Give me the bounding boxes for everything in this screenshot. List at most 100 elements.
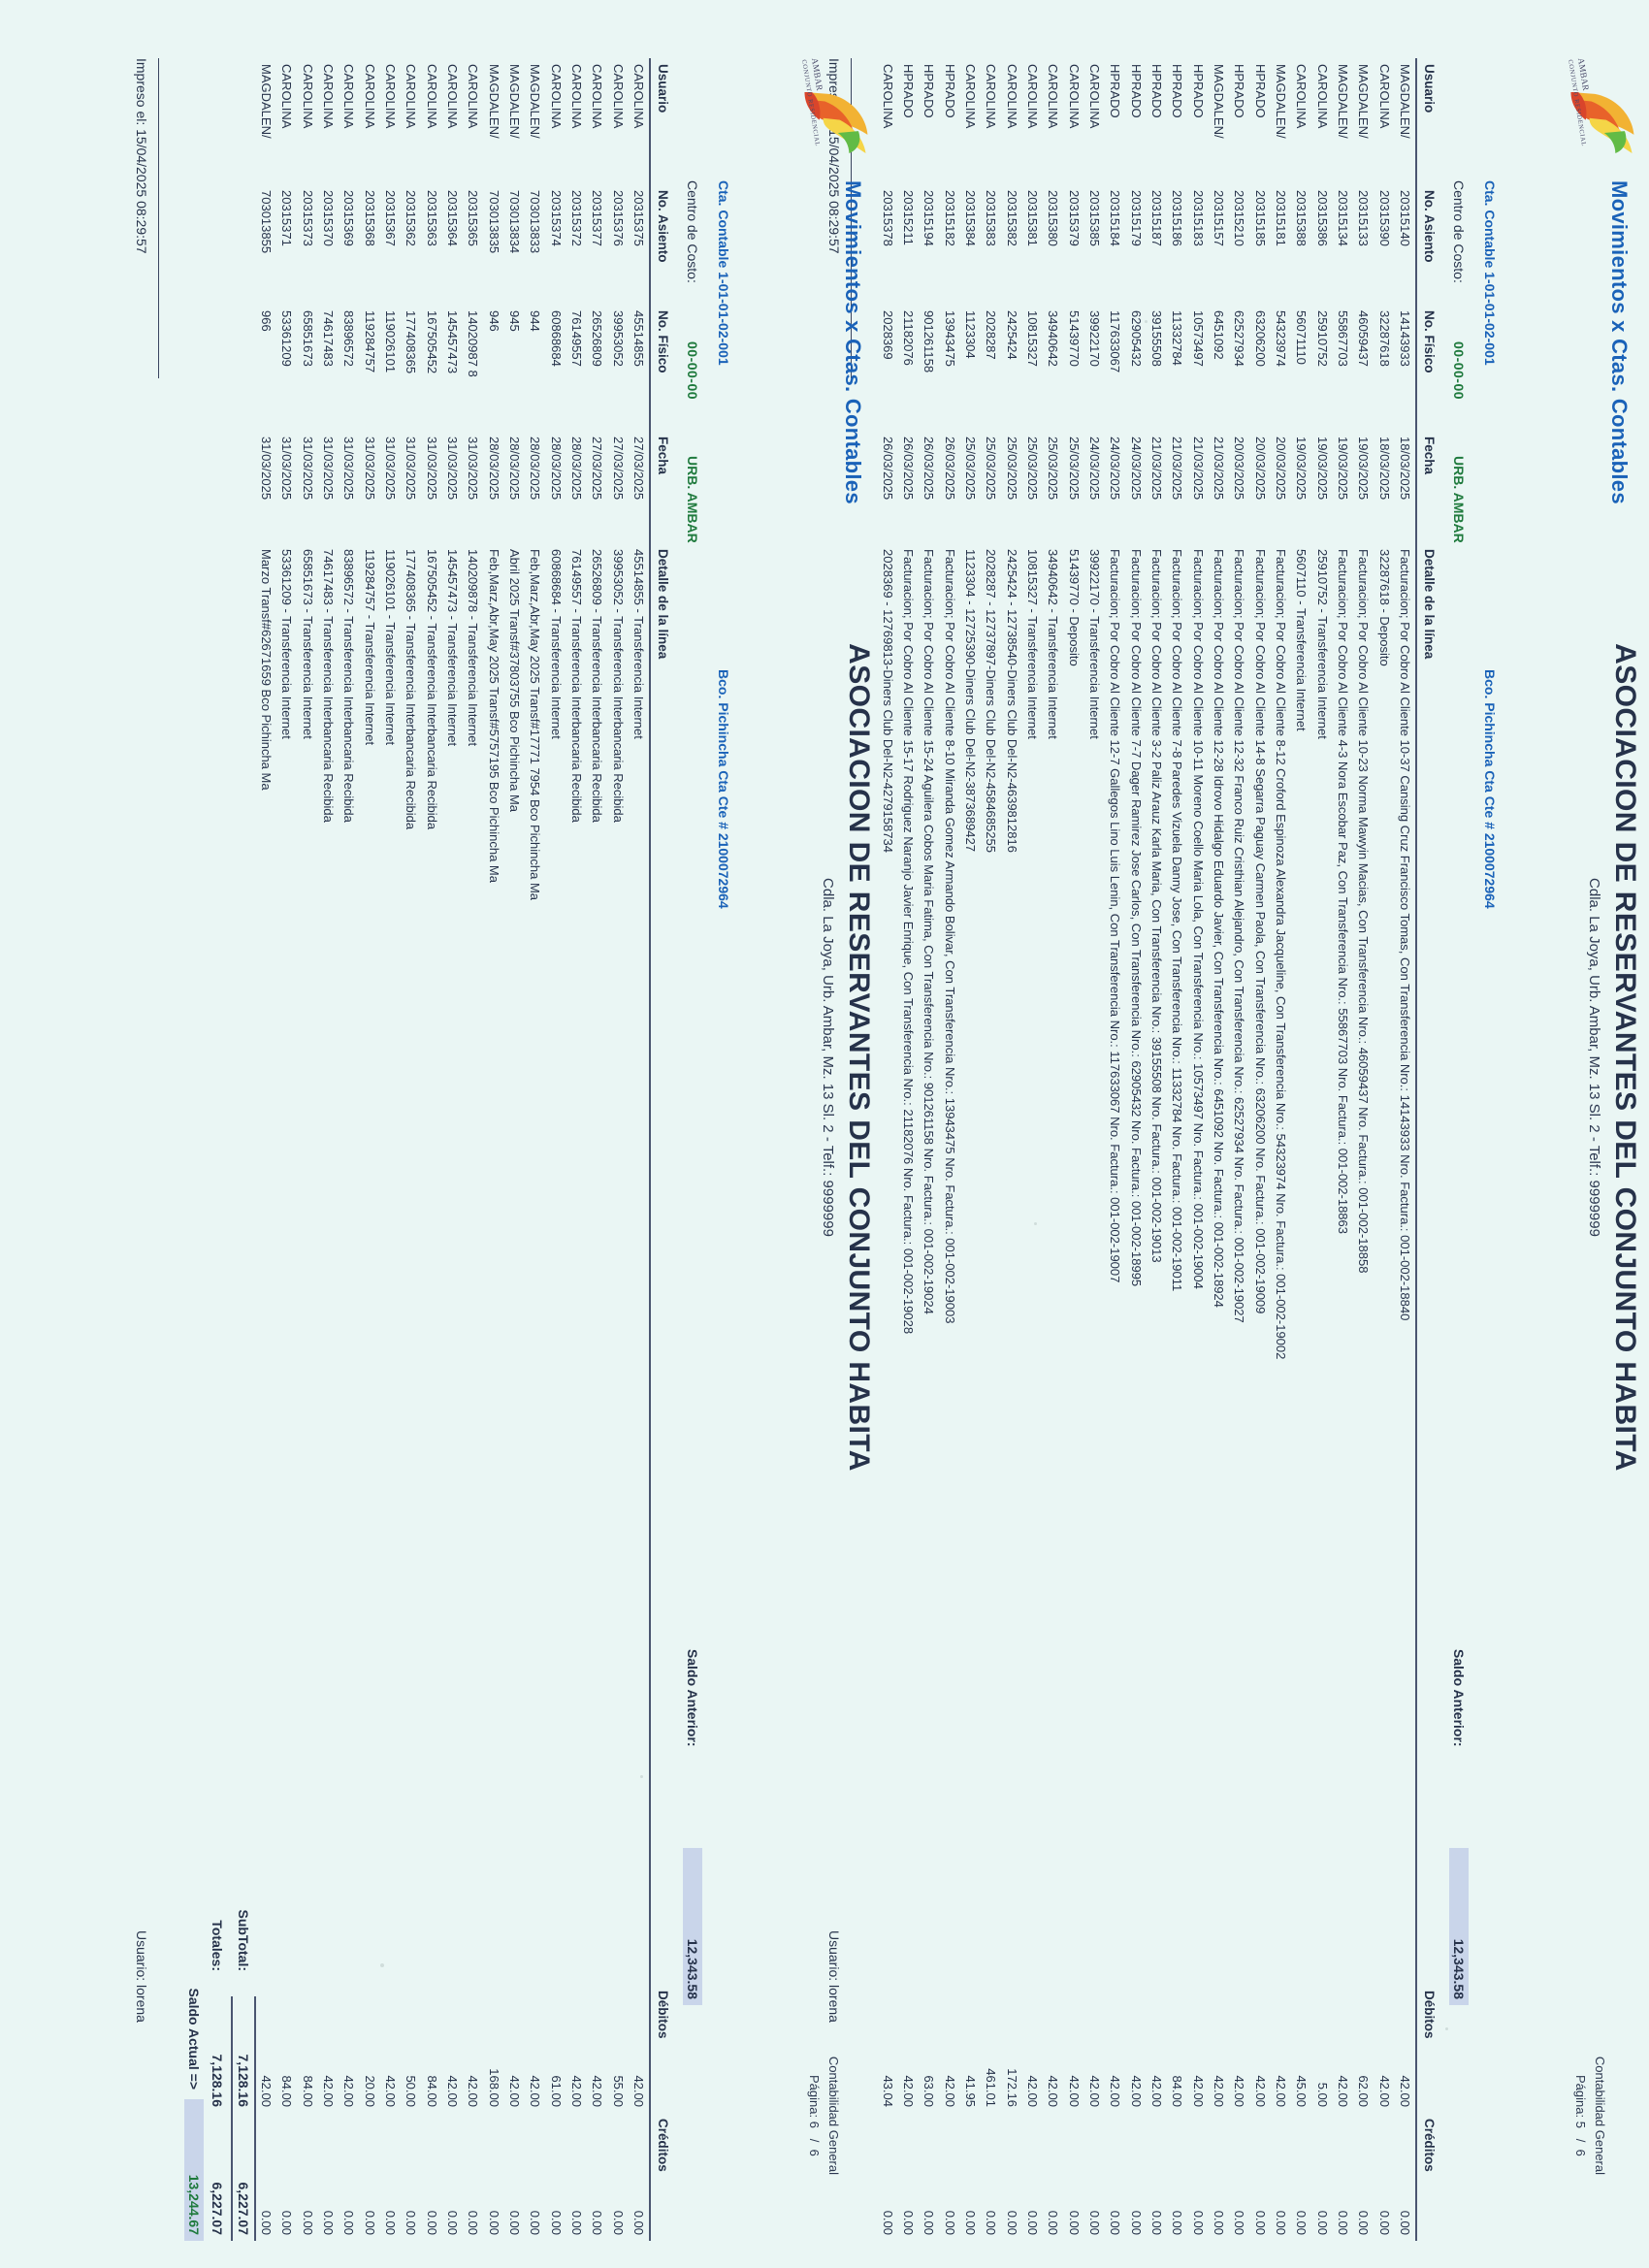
cell-asiento: 20315194: [922, 190, 937, 246]
cell-debitos: 168.00: [486, 2068, 501, 2107]
table-row: CAROLINA 20315368 119284757 31/03/2025 11928…: [359, 58, 379, 2241]
cell-detalle: Facturacion; Por Cobro Al Cliente 10-37 …: [1398, 549, 1412, 1321]
cell-fisico: 34940642: [1046, 310, 1061, 367]
cell-creditos: 0.00: [1336, 2210, 1351, 2235]
cell-asiento: 20315372: [569, 190, 585, 246]
table-row: HPRADO 20315184 117633067 24/03/2025 Factura…: [1105, 58, 1125, 2241]
cell-detalle: 140209878 - Transferencia Internet: [466, 549, 481, 747]
cell-fecha: 18/03/2025: [1376, 437, 1392, 501]
cell-debitos: 42.00: [1398, 2075, 1412, 2107]
cell-detalle: 32287618 - Deposito: [1376, 549, 1392, 666]
organization-heading: ASOCIACION DE RESERVANTES DEL CONJUNTO H…: [1586, 417, 1641, 1698]
cell-usuario: MAGDALEN/: [1336, 64, 1351, 139]
cell-fisico: 6451092: [1212, 310, 1227, 360]
cell-fecha: 31/03/2025: [466, 437, 481, 501]
cell-fisico: 76149557: [569, 310, 585, 367]
cell-detalle: Facturacion; Por Cobro Al Cliente 8-12 C…: [1274, 549, 1289, 1360]
cell-debitos: 42.00: [1190, 2075, 1206, 2107]
cell-creditos: 0.00: [507, 2210, 523, 2235]
cell-fecha: 27/03/2025: [610, 437, 626, 501]
organization-address: Cdla. La Joya, Urb. Ambar, Mz. 13 Sl. 2 …: [820, 878, 836, 1237]
page-header: AMBAR CONJUNTO RESIDENCIAL ASOCIACION DE…: [1502, 0, 1649, 2268]
cell-creditos: 0.00: [1108, 2210, 1123, 2235]
cell-detalle: 10815327 - Transferencia Internet: [1025, 549, 1041, 739]
cell-fecha: 19/03/2025: [1356, 437, 1372, 501]
cell-fisico: 14020987 8: [466, 310, 481, 377]
cell-asiento: 20315367: [383, 190, 399, 246]
table-row: CAROLINA 20315374 60868684 28/03/2025 608686…: [545, 58, 566, 2241]
cell-creditos: 0.00: [1190, 2210, 1206, 2235]
cell-detalle: 2028287 - 12737897-Diners Club Del-N2-45…: [984, 549, 999, 853]
cell-usuario: HPRADO: [1108, 64, 1123, 118]
cell-detalle: Facturacion; Por Cobro Al Cliente 12-28 …: [1212, 549, 1227, 1308]
footer-rule: [157, 58, 159, 378]
cta-contable: Cta. Contable 1-01-01-02-001: [716, 180, 731, 366]
subtotal-label: SubTotal:: [235, 1909, 251, 1971]
cell-debitos: 42.00: [631, 2075, 646, 2107]
cell-fecha: 21/03/2025: [1190, 437, 1206, 501]
cell-detalle: 25910752 - Transferencia Internet: [1314, 549, 1330, 739]
totals-rule-mid: [230, 1996, 233, 2241]
cell-asiento: 20315364: [445, 190, 461, 246]
page-number: Página: 5 / 6: [1570, 2057, 1589, 2175]
cell-fisico: 62905432: [1128, 310, 1144, 367]
cell-detalle: Facturacion; Por Cobro Al Cliente 4-3 No…: [1336, 549, 1351, 1234]
cell-detalle: 119284757 - Transferencia Internet: [362, 549, 377, 746]
cell-debitos: 84.00: [279, 2075, 295, 2107]
cell-detalle: 53361209 - Transferencia Internet: [279, 549, 295, 739]
cell-fecha: 28/03/2025: [486, 437, 501, 501]
cell-creditos: 0.00: [1294, 2210, 1310, 2235]
cta-contable-code: 1-01-01-02-001: [1482, 272, 1498, 366]
cell-debitos: 42.00: [1212, 2075, 1227, 2107]
cell-debitos: 42.00: [1252, 2075, 1268, 2107]
cell-fecha: 28/03/2025: [569, 437, 585, 501]
cell-asiento: 20315386: [1314, 190, 1330, 246]
cell-asiento: 20315365: [466, 190, 481, 246]
cell-creditos: 0.00: [466, 2210, 481, 2235]
cell-creditos: 0.00: [942, 2210, 957, 2235]
cell-creditos: 0.00: [590, 2210, 605, 2235]
organization-name: ASOCIACION DE RESERVANTES DEL CONJUNTO H…: [1609, 643, 1641, 1472]
cell-usuario: CAROLINA: [1004, 64, 1019, 129]
cell-detalle: Feb,Marz,Abr,May 2025 Transf#5757195 Bco…: [486, 549, 501, 883]
cell-fecha: 31/03/2025: [321, 437, 337, 501]
table-row: CAROLINA 20315382 2425424 25/03/2025 2425424…: [1001, 58, 1021, 2241]
cell-creditos: 0.00: [1398, 2210, 1412, 2235]
ambar-logo-icon: [804, 91, 868, 154]
cell-usuario: CAROLINA: [1087, 64, 1103, 129]
cell-debitos: 20.00: [362, 2075, 377, 2107]
cell-fisico: 944: [528, 310, 543, 332]
cell-detalle: 145457473 - Transferencia Internet: [445, 549, 461, 747]
cell-creditos: 0.00: [631, 2210, 646, 2235]
cell-usuario: CAROLINA: [963, 64, 979, 129]
cell-usuario: CAROLINA: [610, 64, 626, 129]
cell-fisico: 117633067: [1108, 310, 1123, 373]
cell-detalle: 34940642 - Transferencia Internet: [1046, 549, 1061, 739]
cell-debitos: 42.00: [590, 2075, 605, 2107]
page-current: 5: [1573, 2121, 1589, 2128]
cell-usuario: HPRADO: [1128, 64, 1144, 118]
cell-detalle: Facturacion; Por Cobro Al Cliente 12-32 …: [1232, 549, 1247, 1323]
cell-fecha: 28/03/2025: [548, 437, 564, 501]
cell-usuario: HPRADO: [1170, 64, 1185, 118]
table-row: MAGDALEN/20315140 14143933 18/03/2025 Factu…: [1395, 58, 1416, 2241]
cell-fecha: 31/03/2025: [404, 437, 419, 501]
totals-rule-top: [253, 1996, 256, 2241]
cell-debitos: 42.00: [528, 2075, 543, 2107]
cell-detalle: 119026101 - Transferencia Internet: [383, 549, 399, 746]
cell-creditos: 0.00: [901, 2210, 917, 2235]
cell-debitos: 42.00: [942, 2075, 957, 2107]
cell-fisico: 177408365: [404, 310, 419, 374]
cell-asiento: 20315183: [1190, 190, 1206, 246]
table-row: CAROLINA 20315375 45514855 27/03/2025 455148…: [629, 58, 650, 2241]
saldo-anterior-label: Saldo Anterior:: [685, 1649, 700, 1747]
col-detalle: Detalle de la línea: [650, 543, 673, 1985]
cell-usuario: HPRADO: [1190, 64, 1206, 118]
col-fecha: Fecha: [1416, 431, 1439, 543]
cell-asiento: 703013855: [259, 190, 275, 254]
col-debitos: Débitos: [650, 1985, 673, 2113]
totals-block: SubTotal: 7,128.16 6,227.07 Totales: 7,1…: [183, 58, 256, 2241]
cell-fecha: 31/03/2025: [300, 437, 315, 501]
cell-asiento: 20315187: [1149, 190, 1165, 246]
table-row: CAROLINA 20315379 51439770 25/03/2025 514397…: [1063, 58, 1083, 2241]
